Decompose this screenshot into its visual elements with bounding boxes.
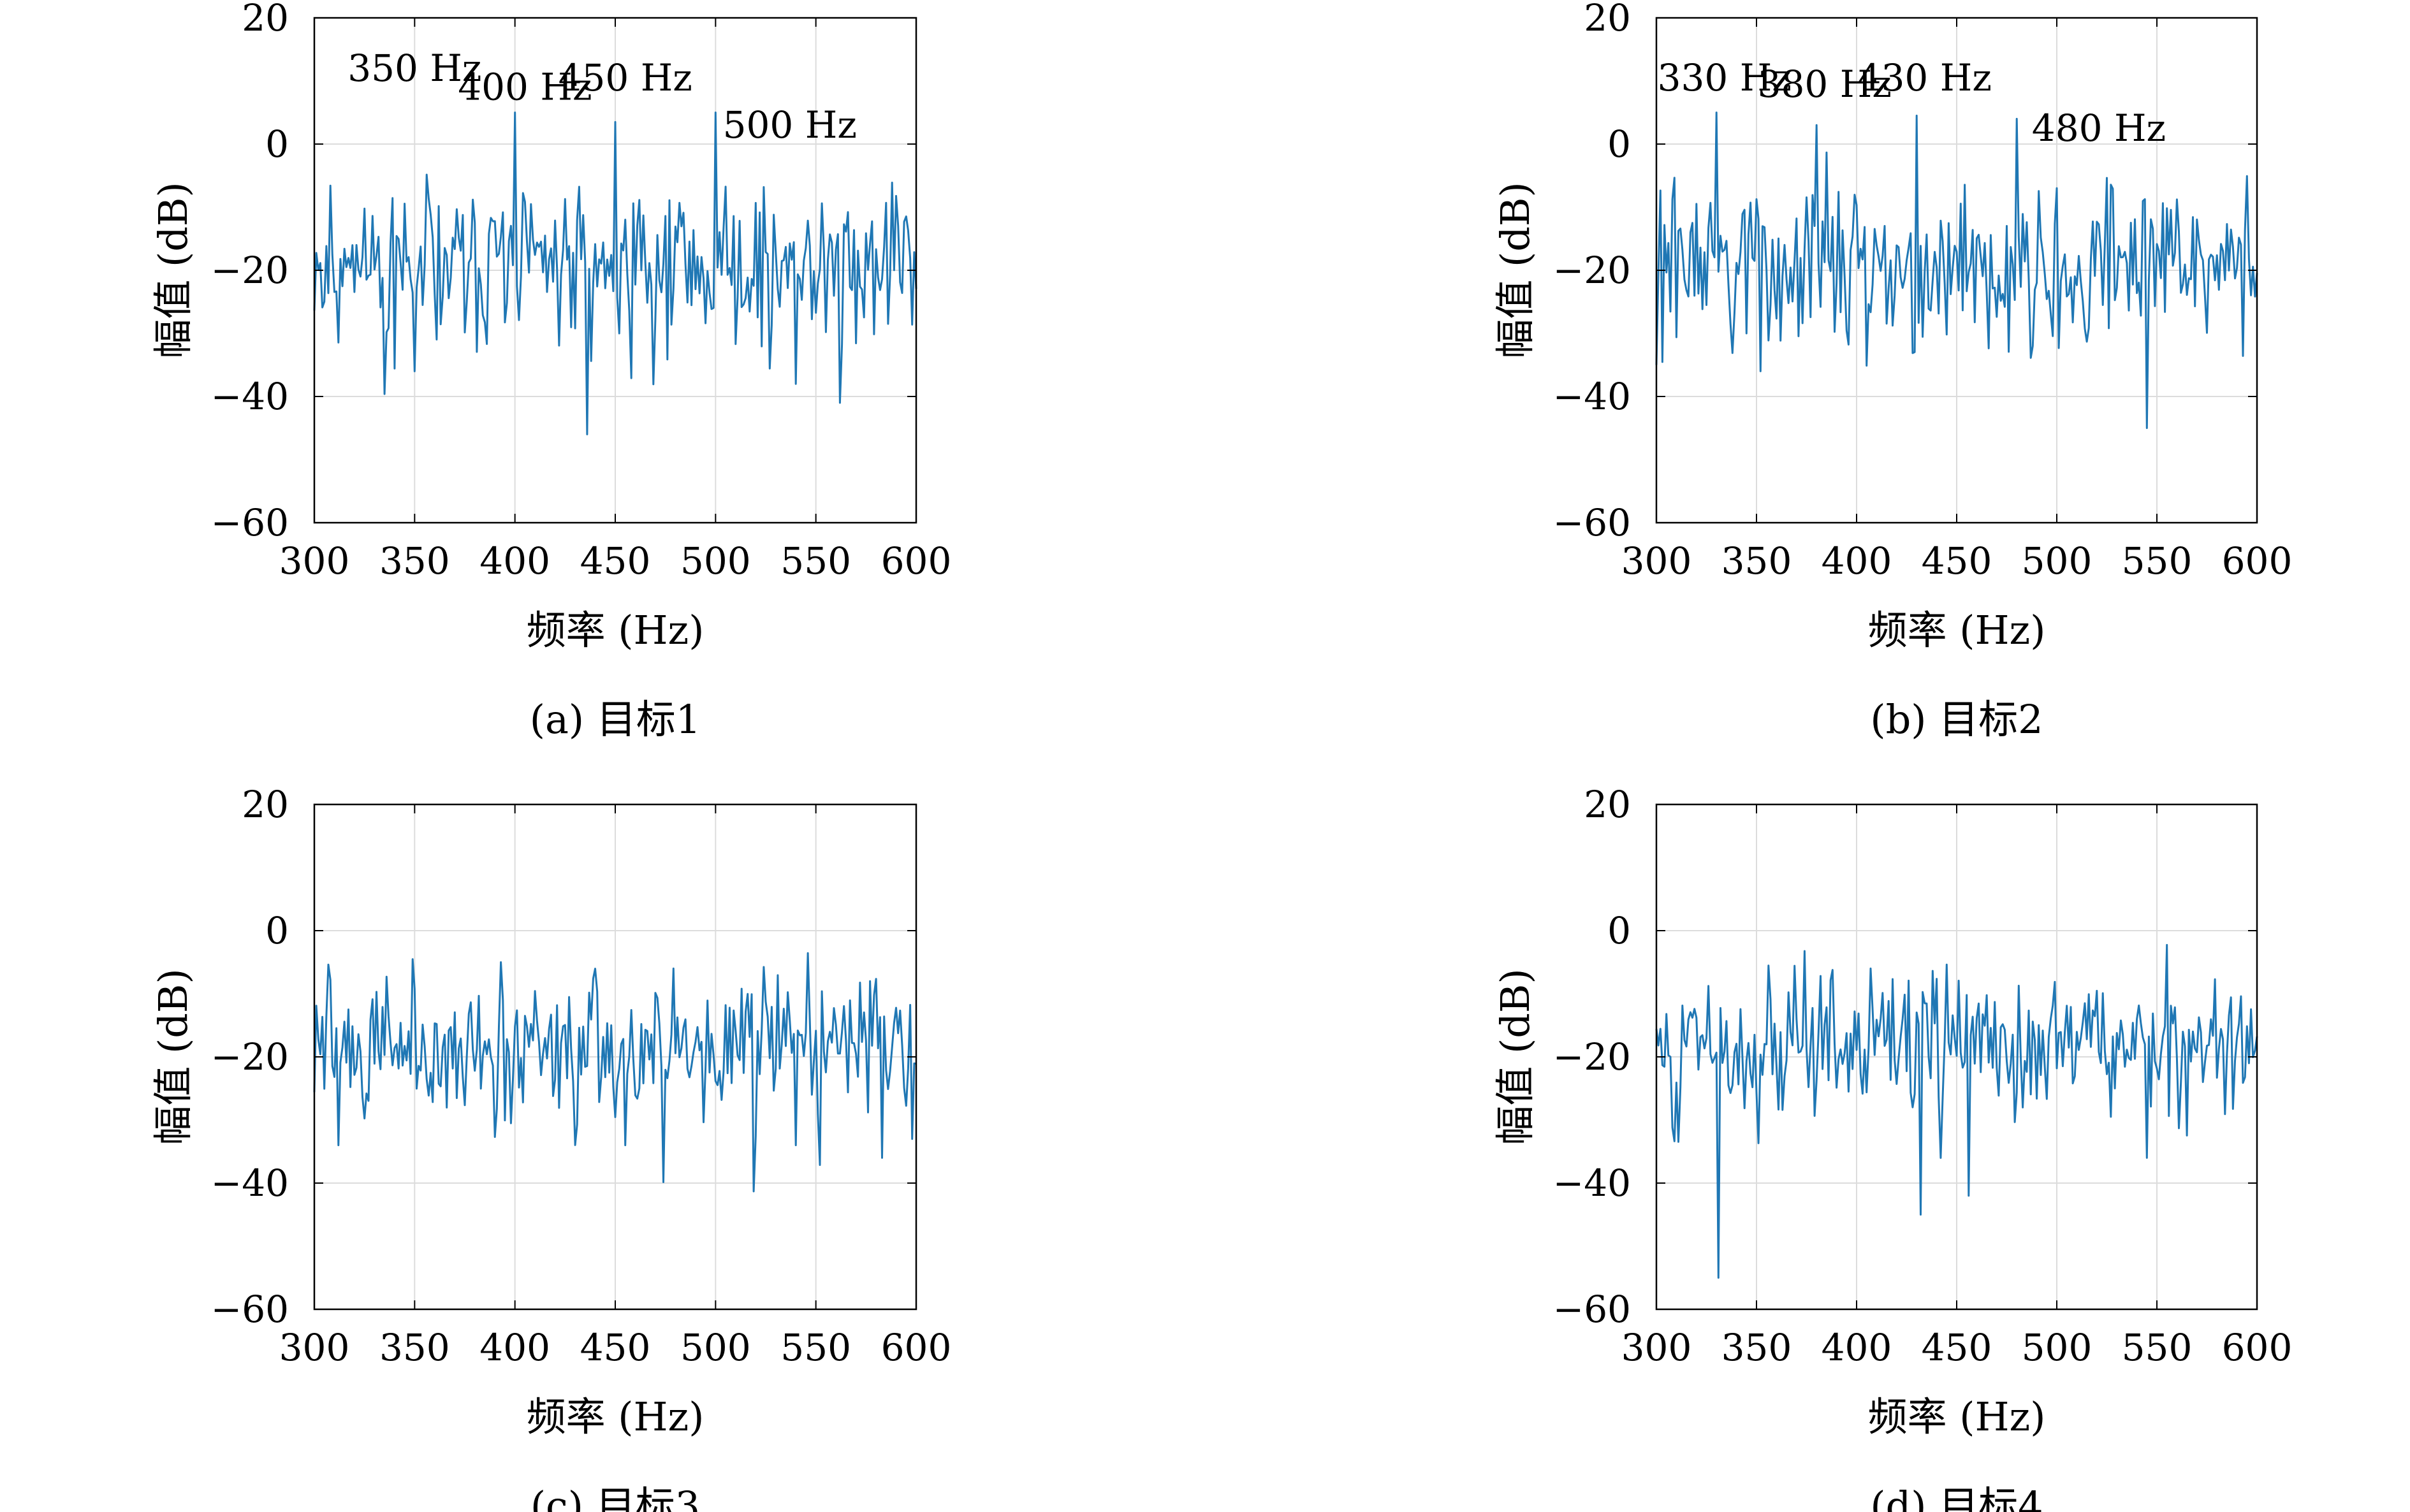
x-tick-label: 350: [379, 539, 450, 583]
y-tick-label: −20: [1553, 1035, 1631, 1079]
x-tick-label: 350: [379, 1326, 450, 1369]
series-line: [313, 112, 917, 435]
x-tick-label: 350: [1721, 539, 1792, 583]
x-tick-label: 350: [1721, 1326, 1792, 1369]
peak-annotation: 350 Hz: [347, 47, 481, 90]
y-tick-label: 20: [1584, 0, 1631, 40]
y-tick-label: 0: [265, 122, 289, 166]
x-tick-label: 600: [881, 539, 952, 583]
x-tick-label: 500: [680, 1326, 751, 1369]
series-line: [1655, 943, 2258, 1279]
chart-panel-3: 300 350 400 450 500 550 600 −60 −40 −20 0 20 频率 (Hz)…: [150, 783, 951, 1512]
x-tick-label: 550: [2122, 539, 2193, 583]
x-tick-label: 300: [279, 1326, 350, 1369]
subfigure-caption: (b) 目标2: [1870, 696, 2043, 743]
x-axis-label: 频率 (Hz): [1868, 607, 2046, 653]
y-axis-label: 幅值 (dB): [150, 182, 196, 358]
x-axis-label: 频率 (Hz): [1868, 1393, 2046, 1440]
y-tick-label: 20: [242, 0, 289, 40]
x-tick-label: 600: [881, 1326, 952, 1369]
y-tick-label: 0: [1607, 122, 1631, 166]
peak-annotation: 380 Hz: [1758, 62, 1892, 106]
x-tick-label: 400: [1822, 1326, 1892, 1369]
y-tick-label: −60: [211, 501, 289, 544]
y-tick-label: −40: [1553, 1161, 1631, 1205]
x-tick-label: 300: [279, 539, 350, 583]
y-tick-label: 0: [265, 909, 289, 952]
x-tick-label: 400: [1822, 539, 1892, 583]
subfigure-caption: (c) 目标3: [530, 1483, 700, 1512]
x-tick-label: 600: [2222, 1326, 2293, 1369]
x-tick-label: 550: [780, 539, 851, 583]
peak-annotation: 500 Hz: [723, 103, 857, 147]
y-axis-label: 幅值 (dB): [1492, 968, 1538, 1145]
y-axis-label: 幅值 (dB): [150, 968, 196, 1145]
chart-panel-1: 300 350 400 450 500 550 600 −60 −40 −20 0 20 频率 (Hz)…: [150, 0, 951, 743]
y-tick-label: 20: [242, 783, 289, 826]
y-tick-label: −60: [1553, 1288, 1631, 1331]
x-tick-label: 300: [1621, 1326, 1692, 1369]
y-tick-label: 20: [1584, 783, 1631, 826]
peak-annotation: 480 Hz: [2032, 106, 2166, 150]
peak-annotation: 430 Hz: [1858, 56, 1992, 99]
series-line: [1655, 112, 2258, 429]
subfigure-caption: (a) 目标1: [530, 696, 701, 743]
chart-panel-4: 300 350 400 450 500 550 600 −60 −40 −20 0 20 频率 (Hz)…: [1492, 783, 2292, 1512]
y-axis-label: 幅值 (dB): [1492, 182, 1538, 358]
x-tick-label: 450: [580, 539, 651, 583]
y-tick-label: −40: [1553, 375, 1631, 418]
x-tick-label: 500: [680, 539, 751, 583]
y-tick-label: −40: [211, 1161, 289, 1205]
x-tick-label: 450: [1922, 1326, 1992, 1369]
y-tick-label: −20: [211, 1035, 289, 1079]
subfigure-caption: (d) 目标4: [1870, 1483, 2043, 1512]
y-tick-label: −20: [1553, 249, 1631, 292]
x-tick-label: 450: [580, 1326, 651, 1369]
y-tick-label: −40: [211, 375, 289, 418]
x-tick-label: 550: [780, 1326, 851, 1369]
x-tick-label: 300: [1621, 539, 1692, 583]
x-tick-label: 500: [2022, 539, 2092, 583]
x-tick-label: 400: [479, 1326, 550, 1369]
y-tick-label: 0: [1607, 909, 1631, 952]
x-tick-label: 500: [2022, 1326, 2092, 1369]
peak-annotation: 330 Hz: [1658, 56, 1792, 99]
series-line: [313, 952, 917, 1193]
x-axis-label: 频率 (Hz): [527, 607, 705, 653]
x-tick-label: 450: [1922, 539, 1992, 583]
y-tick-label: −60: [1553, 501, 1631, 544]
x-tick-label: 550: [2122, 1326, 2193, 1369]
peak-annotation: 400 Hz: [458, 66, 592, 109]
x-tick-label: 600: [2222, 539, 2293, 583]
x-tick-label: 400: [479, 539, 550, 583]
y-tick-label: −60: [211, 1288, 289, 1331]
x-axis-label: 频率 (Hz): [527, 1393, 705, 1440]
y-tick-label: −20: [211, 249, 289, 292]
chart-panel-2: 300 350 400 450 500 550 600 −60 −40 −20 0 20 频率 (Hz)…: [1492, 0, 2292, 743]
peak-annotation: 450 Hz: [559, 56, 692, 99]
